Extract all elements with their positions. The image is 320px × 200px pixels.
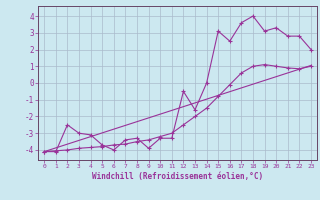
X-axis label: Windchill (Refroidissement éolien,°C): Windchill (Refroidissement éolien,°C): [92, 172, 263, 181]
